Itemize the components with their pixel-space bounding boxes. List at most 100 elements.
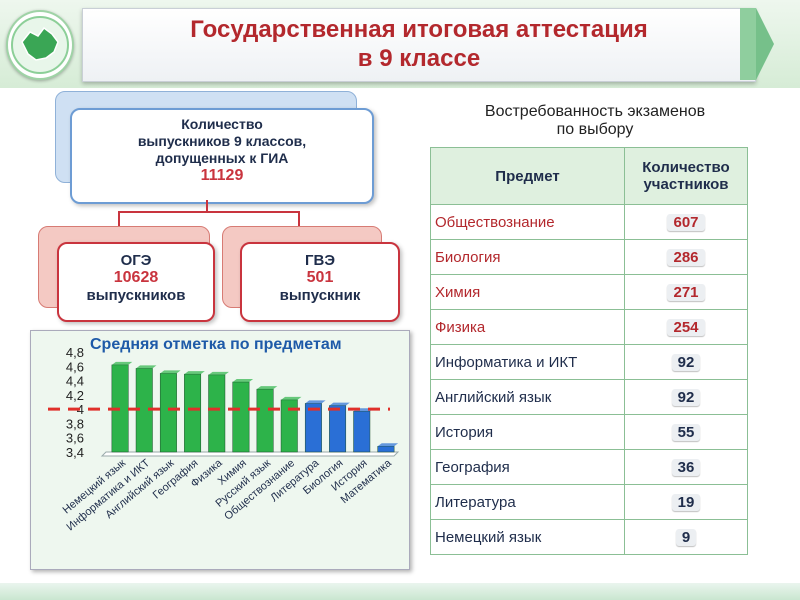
- bar: [159, 373, 177, 453]
- exam-demand-table: Предмет Количество участников Обществозн…: [430, 147, 748, 555]
- bar-top: [329, 402, 350, 406]
- bar: [256, 388, 274, 453]
- count-header-line-1: Количество: [642, 159, 730, 176]
- table-title-line-2: по выбору: [556, 121, 634, 138]
- subject-cell: География: [430, 449, 625, 485]
- count-value: 92: [671, 388, 701, 406]
- subject-cell: Обществознание: [430, 204, 625, 240]
- bar: [184, 373, 202, 453]
- count-value: 36: [671, 458, 701, 476]
- total-number: 11129: [200, 167, 244, 184]
- gve-number: 501: [306, 269, 334, 286]
- bar: [304, 403, 322, 453]
- count-cell: 92: [624, 379, 748, 415]
- y-tick-label: 4,6: [66, 359, 84, 374]
- table-row: Физика 254: [430, 309, 748, 345]
- bar-top: [305, 400, 326, 404]
- table-row: География 36: [430, 449, 748, 485]
- table-row: История 55: [430, 414, 748, 450]
- subject-cell: Физика: [430, 309, 625, 345]
- title-line-1: Государственная итоговая аттестация: [190, 16, 648, 43]
- subject-cell: История: [430, 414, 625, 450]
- count-value: 254: [667, 318, 705, 336]
- bar: [377, 446, 395, 453]
- connector-right: [298, 211, 300, 229]
- count-cell: 55: [624, 414, 748, 450]
- bar: [280, 399, 298, 453]
- subject-cell: Химия: [430, 274, 625, 310]
- count-cell: 92: [624, 344, 748, 380]
- bar-top: [377, 443, 399, 447]
- ogi-box: ОГЭ 10628 выпускников: [57, 242, 215, 322]
- table-row: Немецкий язык 9: [430, 519, 748, 555]
- ogi-unit: выпускников: [86, 287, 186, 304]
- table-row: Информатика и ИКТ 92: [430, 344, 748, 380]
- chart-title: Средняя отметка по предметам: [90, 336, 342, 353]
- y-tick-label: 4,2: [66, 388, 84, 403]
- total-label-3: допущенных к ГИА: [155, 150, 289, 166]
- gve-box: ГВЭ 501 выпускник: [240, 242, 400, 322]
- count-header-line-2: участников: [643, 176, 729, 193]
- title-accent: [740, 8, 756, 80]
- count-value: 9: [675, 528, 697, 546]
- table-title: Востребованность экзаменов по выбору: [430, 103, 760, 139]
- chart-floor: [100, 451, 400, 457]
- region-emblem-icon: [6, 10, 74, 80]
- connector-left: [118, 211, 120, 229]
- count-cell: 607: [624, 204, 748, 240]
- bar: [353, 411, 371, 453]
- bar-top: [208, 371, 229, 375]
- y-tick-label: 3,6: [66, 431, 84, 446]
- table-row: Химия 271: [430, 274, 748, 310]
- bar-top: [232, 379, 254, 382]
- table-row: Литература 19: [430, 484, 748, 520]
- table-title-line-1: Востребованность экзаменов: [484, 103, 706, 120]
- table-row: Биология 286: [430, 239, 748, 275]
- count-value: 92: [671, 353, 701, 371]
- y-tick-label: 3,4: [66, 445, 84, 460]
- count-cell: 36: [624, 449, 748, 485]
- subject-cell: Литература: [430, 484, 625, 520]
- total-graduates-box: Количество выпускников 9 классов, допуще…: [70, 108, 374, 204]
- gve-label: ГВЭ: [304, 252, 335, 269]
- title-arrow-icon: [756, 8, 774, 80]
- count-value: 607: [667, 213, 705, 231]
- y-tick-label: 4,8: [66, 345, 84, 360]
- bar-top: [184, 371, 205, 375]
- title-line-2: в 9 классе: [357, 45, 481, 72]
- y-tick-label: 4: [77, 402, 84, 417]
- page-title: Государственная итоговая аттестация в 9 …: [82, 8, 756, 82]
- subject-cell: Биология: [430, 239, 625, 275]
- count-cell: 271: [624, 274, 748, 310]
- count-value: 271: [667, 283, 705, 301]
- bar-top: [281, 396, 302, 400]
- count-cell: 286: [624, 239, 748, 275]
- count-cell: 19: [624, 484, 748, 520]
- gve-unit: выпускник: [279, 287, 361, 304]
- count-value: 55: [671, 423, 701, 441]
- total-label-2: выпускников 9 классов,: [137, 133, 307, 149]
- subject-cell: Немецкий язык: [430, 519, 625, 555]
- count-cell: 254: [624, 309, 748, 345]
- column-header-subject: Предмет: [430, 147, 625, 205]
- table-row: Обществознание 607: [430, 204, 748, 240]
- subject-cell: Информатика и ИКТ: [430, 344, 625, 380]
- bar: [232, 381, 250, 453]
- bar: [208, 374, 226, 453]
- count-value: 286: [667, 248, 705, 266]
- connector-horizontal: [118, 211, 300, 213]
- y-tick-label: 4,4: [66, 374, 84, 389]
- bar-top: [136, 365, 157, 369]
- table-row: Английский язык 92: [430, 379, 748, 415]
- footer-band: [0, 583, 800, 600]
- ogi-label: ОГЭ: [120, 252, 152, 269]
- bar-top: [256, 386, 278, 390]
- bar: [329, 405, 347, 453]
- column-header-count: Количество участников: [624, 147, 748, 205]
- total-label-1: Количество: [181, 116, 263, 132]
- bar-top: [160, 370, 181, 374]
- y-tick-label: 3,8: [66, 416, 84, 431]
- ogi-number: 10628: [113, 269, 159, 286]
- connector-vertical: [206, 200, 208, 212]
